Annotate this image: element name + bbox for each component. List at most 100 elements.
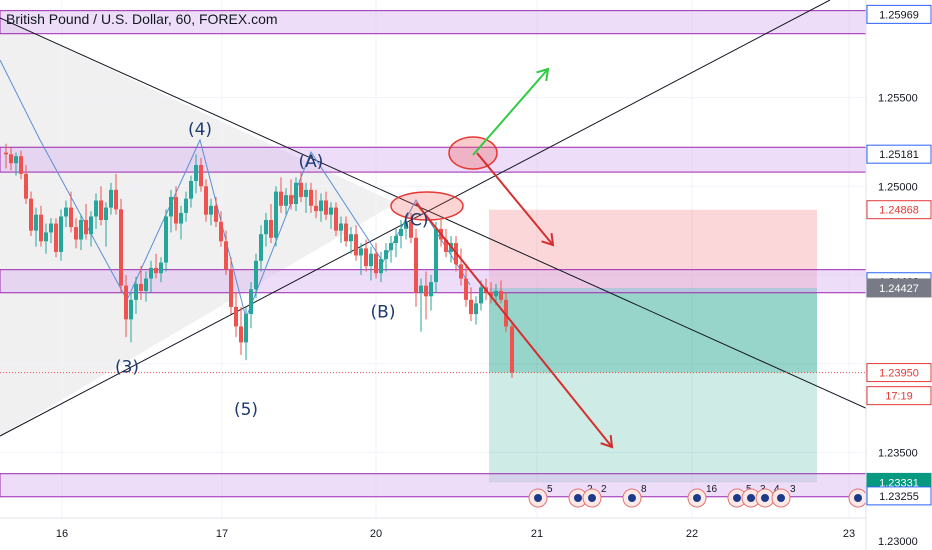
candle (124, 275, 128, 338)
descending-trendline (0, 17, 866, 409)
sr-zone (0, 10, 866, 35)
candle-body (239, 326, 243, 343)
candle (59, 209, 63, 261)
candle (434, 221, 438, 293)
candle-body (199, 165, 203, 187)
x-tick-label: 16 (56, 528, 68, 540)
event-count: 8 (641, 484, 647, 495)
candle (414, 228, 418, 307)
candle-body (274, 191, 278, 238)
candle (224, 230, 228, 275)
flag-icon-inner (588, 494, 596, 502)
price-tag-label: 1.24868 (879, 205, 919, 217)
wave-label: (5) (234, 400, 258, 420)
price-tag-label: 1.24427 (879, 283, 919, 295)
candle-body (344, 223, 348, 242)
candle (39, 205, 43, 247)
candle (159, 257, 163, 283)
candle-body (414, 237, 418, 293)
candle-body (224, 241, 228, 270)
candle-body (294, 182, 298, 205)
x-tick-label: 17 (216, 528, 228, 540)
candle-body (254, 260, 258, 290)
candle-body (64, 207, 68, 217)
candle (34, 207, 38, 247)
candle-body (314, 205, 318, 212)
candle (74, 218, 78, 249)
candle-body (124, 285, 128, 320)
flag-icon-inner (693, 494, 701, 502)
candle-body (489, 292, 493, 297)
event-badge: 16 (687, 484, 718, 508)
candle-body (494, 290, 498, 297)
candle-body (94, 200, 98, 217)
candle-body (184, 198, 188, 213)
event-badge: 8 (622, 484, 647, 508)
candle-body (334, 207, 338, 231)
candle (119, 198, 123, 293)
candle (344, 216, 348, 247)
candle (349, 227, 353, 254)
event-count: 3 (790, 484, 796, 495)
candle (389, 235, 393, 263)
candle-body (429, 282, 433, 297)
candle-body (319, 200, 323, 212)
candle-body (354, 234, 358, 256)
candle-body (154, 267, 158, 274)
bullish-arrow (472, 67, 550, 156)
candle-body (229, 269, 233, 307)
event-count: 5 (547, 484, 553, 495)
candle (404, 214, 408, 240)
candle (84, 204, 88, 240)
reward-zone (489, 372, 817, 483)
candle (469, 287, 473, 322)
candle-body (244, 314, 248, 343)
candle-body (389, 243, 393, 251)
candle-body (109, 189, 113, 208)
y-tick-label: 1.23500 (878, 447, 918, 459)
candle (274, 186, 278, 247)
candle-body (189, 180, 193, 199)
candle-body (510, 326, 514, 373)
highlight-ellipse (448, 136, 498, 170)
price-tag-label: 1.23950 (879, 368, 919, 380)
candle (499, 280, 503, 304)
price-tag: 1.23950 (866, 363, 932, 383)
flag-icon-inner (628, 494, 636, 502)
bearish-arrow-head (541, 232, 555, 247)
candle (169, 189, 173, 233)
x-tick-label: 22 (686, 528, 698, 540)
candle (444, 228, 448, 258)
candle (134, 276, 138, 315)
candle (504, 292, 508, 332)
price-tag-label: 17:19 (885, 391, 913, 403)
candle (354, 225, 358, 261)
candle-body (219, 221, 223, 242)
candle (304, 182, 308, 213)
y-tick-label: 1.23000 (878, 536, 918, 548)
wave-label: (4) (188, 120, 212, 140)
candle (384, 243, 388, 272)
candle (4, 143, 8, 169)
candle-body (134, 283, 138, 300)
plot-area: (4)(A)(C)(B)(3)(5)52281653433 (0, 0, 866, 518)
price-tag: 1.23255 (866, 486, 932, 506)
flag-icon-inner (733, 494, 741, 502)
price-tag-label: 1.25181 (879, 149, 919, 161)
candle (359, 243, 363, 275)
candle-body (399, 228, 403, 236)
candle-body (139, 283, 143, 291)
candle (264, 212, 268, 247)
chart-title: British Pound / U.S. Dollar, 60, FOREX.c… (6, 11, 278, 27)
candle-body (164, 216, 168, 263)
candle (474, 296, 478, 325)
price-tag: 1.25969 (866, 4, 932, 24)
candle-body (19, 156, 23, 174)
candle (24, 165, 28, 205)
risk-zone (489, 209, 817, 288)
candle-body (444, 239, 448, 252)
candle (259, 225, 263, 272)
candle-body (394, 235, 398, 244)
